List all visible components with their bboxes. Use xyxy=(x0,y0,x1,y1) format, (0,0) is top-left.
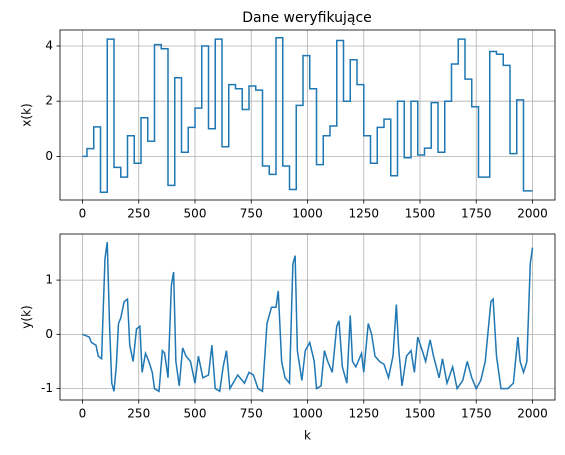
x-tick-label: 1250 xyxy=(348,407,379,421)
y-tick-label: 1 xyxy=(45,273,53,287)
x-tick-label: 1500 xyxy=(405,207,436,221)
x-axis-label: k xyxy=(304,429,311,443)
axes-frame xyxy=(59,29,556,201)
x-tick-label: 1000 xyxy=(292,407,323,421)
x-tick-label: 1750 xyxy=(461,407,492,421)
x-tick-label: 750 xyxy=(240,407,263,421)
data-line xyxy=(82,36,533,194)
y-tick-label: 0 xyxy=(45,149,53,163)
x-tick-label: 1750 xyxy=(461,207,492,221)
y-axis-label: x(k) xyxy=(20,103,34,126)
x-tick-label: 2000 xyxy=(517,407,548,421)
x-tick-label: 500 xyxy=(184,407,207,421)
x-tick-label: 250 xyxy=(127,407,150,421)
y-tick-label: 0 xyxy=(45,327,53,341)
x-tick-label: 0 xyxy=(79,407,87,421)
x-tick-label: 0 xyxy=(79,207,87,221)
x-tick-label: 1250 xyxy=(348,207,379,221)
x-tick-label: 250 xyxy=(127,207,150,221)
axes-frame xyxy=(59,233,556,401)
chart-title: Dane weryfikujące xyxy=(242,10,372,26)
x-tick-label: 1500 xyxy=(405,407,436,421)
x-tick-label: 2000 xyxy=(517,207,548,221)
x-tick-label: 500 xyxy=(184,207,207,221)
x-tick-label: 1000 xyxy=(292,207,323,221)
y-tick-label: 4 xyxy=(45,39,53,53)
y-axis-label: y(k) xyxy=(20,305,34,328)
x-tick-label: 750 xyxy=(240,207,263,221)
data-line xyxy=(82,242,534,393)
y-tick-label: -1 xyxy=(41,381,53,395)
y-tick-label: 2 xyxy=(45,94,53,108)
